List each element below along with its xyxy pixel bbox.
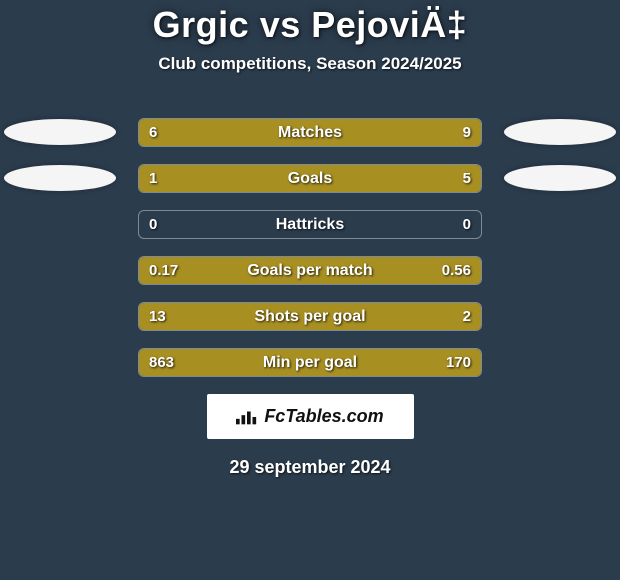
stat-bar: 863 Min per goal 170 (138, 348, 482, 377)
stat-row: 1 Goals 5 (0, 164, 620, 193)
stat-label: Goals per match (139, 257, 481, 284)
stat-right-value: 2 (463, 303, 471, 330)
stat-label: Shots per goal (139, 303, 481, 330)
stat-bar: 0 Hattricks 0 (138, 210, 482, 239)
player-left-marker (4, 165, 116, 191)
stat-row: 863 Min per goal 170 (0, 348, 620, 377)
bars-icon (236, 409, 258, 425)
stat-right-value: 0 (463, 211, 471, 238)
stat-label: Matches (139, 119, 481, 146)
stat-row: 6 Matches 9 (0, 118, 620, 147)
stat-right-value: 170 (446, 349, 471, 376)
fctables-logo: FcTables.com (207, 394, 414, 439)
stat-label: Hattricks (139, 211, 481, 238)
stat-row: 13 Shots per goal 2 (0, 302, 620, 331)
stat-right-value: 5 (463, 165, 471, 192)
stat-bar: 6 Matches 9 (138, 118, 482, 147)
stat-bar: 0.17 Goals per match 0.56 (138, 256, 482, 285)
stat-row: 0.17 Goals per match 0.56 (0, 256, 620, 285)
stat-row: 0 Hattricks 0 (0, 210, 620, 239)
logo-text: FcTables.com (264, 406, 383, 427)
stat-rows: 6 Matches 9 1 Goals 5 0 (0, 118, 620, 377)
comparison-infographic: Grgic vs PejoviÄ‡ Club competitions, Sea… (0, 0, 620, 580)
page-title: Grgic vs PejoviÄ‡ (0, 4, 620, 46)
footer-date: 29 september 2024 (0, 457, 620, 478)
player-right-marker (504, 165, 616, 191)
stat-bar: 1 Goals 5 (138, 164, 482, 193)
stat-right-value: 0.56 (442, 257, 471, 284)
stat-bar: 13 Shots per goal 2 (138, 302, 482, 331)
player-right-marker (504, 119, 616, 145)
stat-right-value: 9 (463, 119, 471, 146)
stat-label: Min per goal (139, 349, 481, 376)
subtitle: Club competitions, Season 2024/2025 (0, 54, 620, 74)
stat-label: Goals (139, 165, 481, 192)
player-left-marker (4, 119, 116, 145)
